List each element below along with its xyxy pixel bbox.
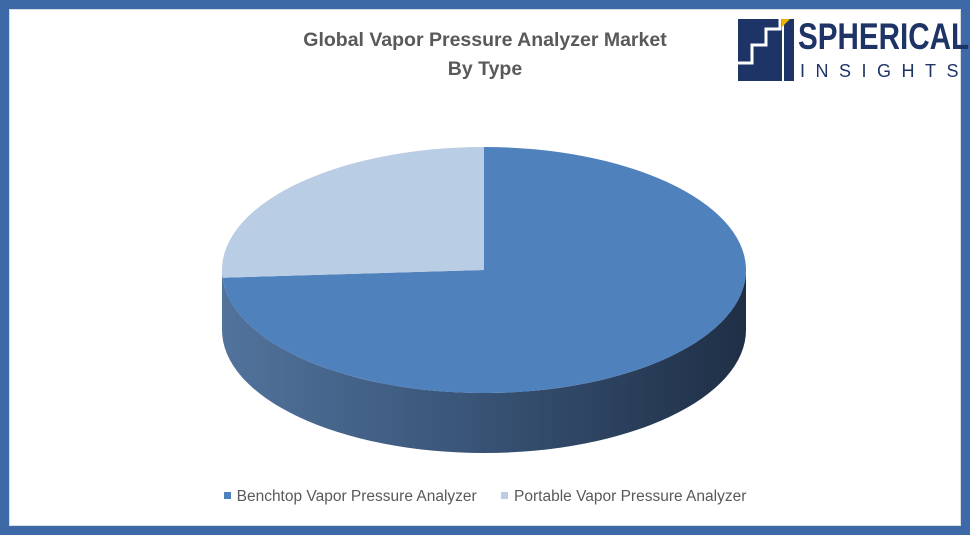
spherical-insights-logo: SPHERICAL INSIGHTS [738,17,969,83]
pie-group [221,147,747,453]
legend-swatch-benchtop [223,492,231,499]
chart-title-line-1: Global Vapor Pressure Analyzer Market [303,29,667,51]
pie-slice-benchtop [222,147,747,393]
legend-label-benchtop: Benchtop Vapor Pressure Analyzer [236,488,477,505]
legend-item-portable: Portable Vapor Pressure Analyzer [501,488,746,506]
logo-sub-text: INSIGHTS [800,61,970,81]
chart-title-line-2: By Type [447,58,523,80]
pie-side-wall [222,270,746,453]
legend-swatch-portable [501,492,509,499]
chart-title: Global Vapor Pressure Analyzer Market By… [230,26,740,84]
pie-slice-portable [221,147,484,278]
legend-item-benchtop: Benchtop Vapor Pressure Analyzer [223,488,477,506]
plot-area-border [9,9,961,526]
chart-legend: Benchtop Vapor Pressure Analyzer Portabl… [0,488,970,506]
legend-label-portable: Portable Vapor Pressure Analyzer [514,488,747,505]
logo-main-text: SPHERICAL [798,16,970,57]
logo-mark-icon [738,19,794,81]
